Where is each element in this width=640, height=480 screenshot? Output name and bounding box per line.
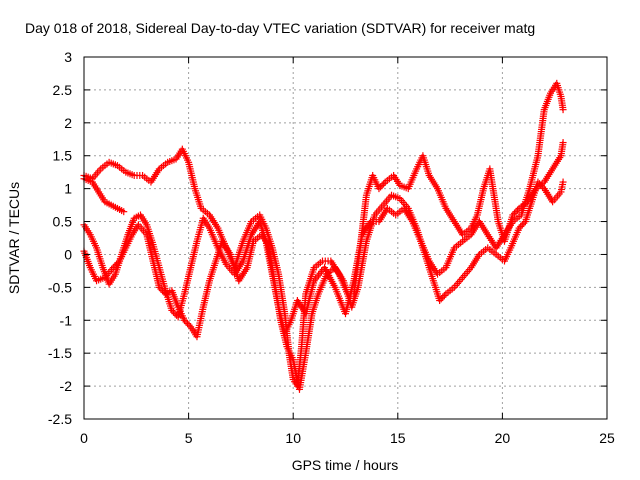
data-point <box>182 318 190 326</box>
x-tick-label: 0 <box>80 430 88 446</box>
y-tick-label: -2 <box>60 378 73 394</box>
y-tick-label: 0.5 <box>53 214 73 230</box>
y-tick-labels: -2.5-2-1.5-1-0.500.511.522.53 <box>48 49 72 427</box>
data-point <box>436 297 444 305</box>
data-point <box>515 224 523 232</box>
data-point <box>184 320 192 328</box>
data-point <box>439 293 447 301</box>
data-point <box>120 208 128 216</box>
x-tick-label: 5 <box>185 430 193 446</box>
data-point <box>536 180 544 188</box>
y-tick-label: -1 <box>60 312 73 328</box>
x-tick-label: 20 <box>495 430 511 446</box>
data-point <box>539 183 547 191</box>
x-tick-label: 25 <box>599 430 615 446</box>
y-tick-label: 1.5 <box>53 148 73 164</box>
gridlines <box>84 57 607 419</box>
data-point <box>169 308 177 316</box>
data-point <box>559 178 567 186</box>
data-point <box>517 222 525 230</box>
data-point <box>512 208 520 216</box>
data-point <box>534 178 542 186</box>
chart-title: Day 018 of 2018, Sidereal Day-to-day VTE… <box>25 20 535 36</box>
data-point <box>155 283 163 291</box>
data-point <box>380 180 388 188</box>
data-point <box>378 181 386 189</box>
x-tick-labels: 0 5 10 15 20 25 <box>80 430 615 446</box>
data-points <box>80 79 567 393</box>
data-point <box>185 321 193 329</box>
data-point <box>171 310 179 318</box>
data-point <box>559 139 567 147</box>
axis-ticks <box>83 56 608 420</box>
y-tick-label: -2.5 <box>48 411 72 427</box>
data-point <box>168 306 176 314</box>
x-tick-label: 15 <box>390 430 406 446</box>
data-point <box>537 181 545 189</box>
data-point <box>510 209 518 217</box>
data-point <box>559 106 567 114</box>
plot-frame <box>83 56 608 420</box>
y-tick-label: -0.5 <box>48 279 72 295</box>
y-tick-label: 1 <box>64 181 72 197</box>
data-point <box>377 183 385 191</box>
data-point <box>520 219 528 227</box>
data-point <box>518 221 526 229</box>
data-point <box>157 285 165 293</box>
y-tick-label: -1.5 <box>48 345 72 361</box>
data-point <box>509 211 517 219</box>
data-point <box>437 295 445 303</box>
x-tick-label: 10 <box>285 430 301 446</box>
data-point <box>375 185 383 193</box>
y-tick-label: 2 <box>64 115 72 131</box>
data-point <box>440 292 448 300</box>
y-tick-label: 0 <box>64 246 72 262</box>
data-point <box>180 316 188 324</box>
